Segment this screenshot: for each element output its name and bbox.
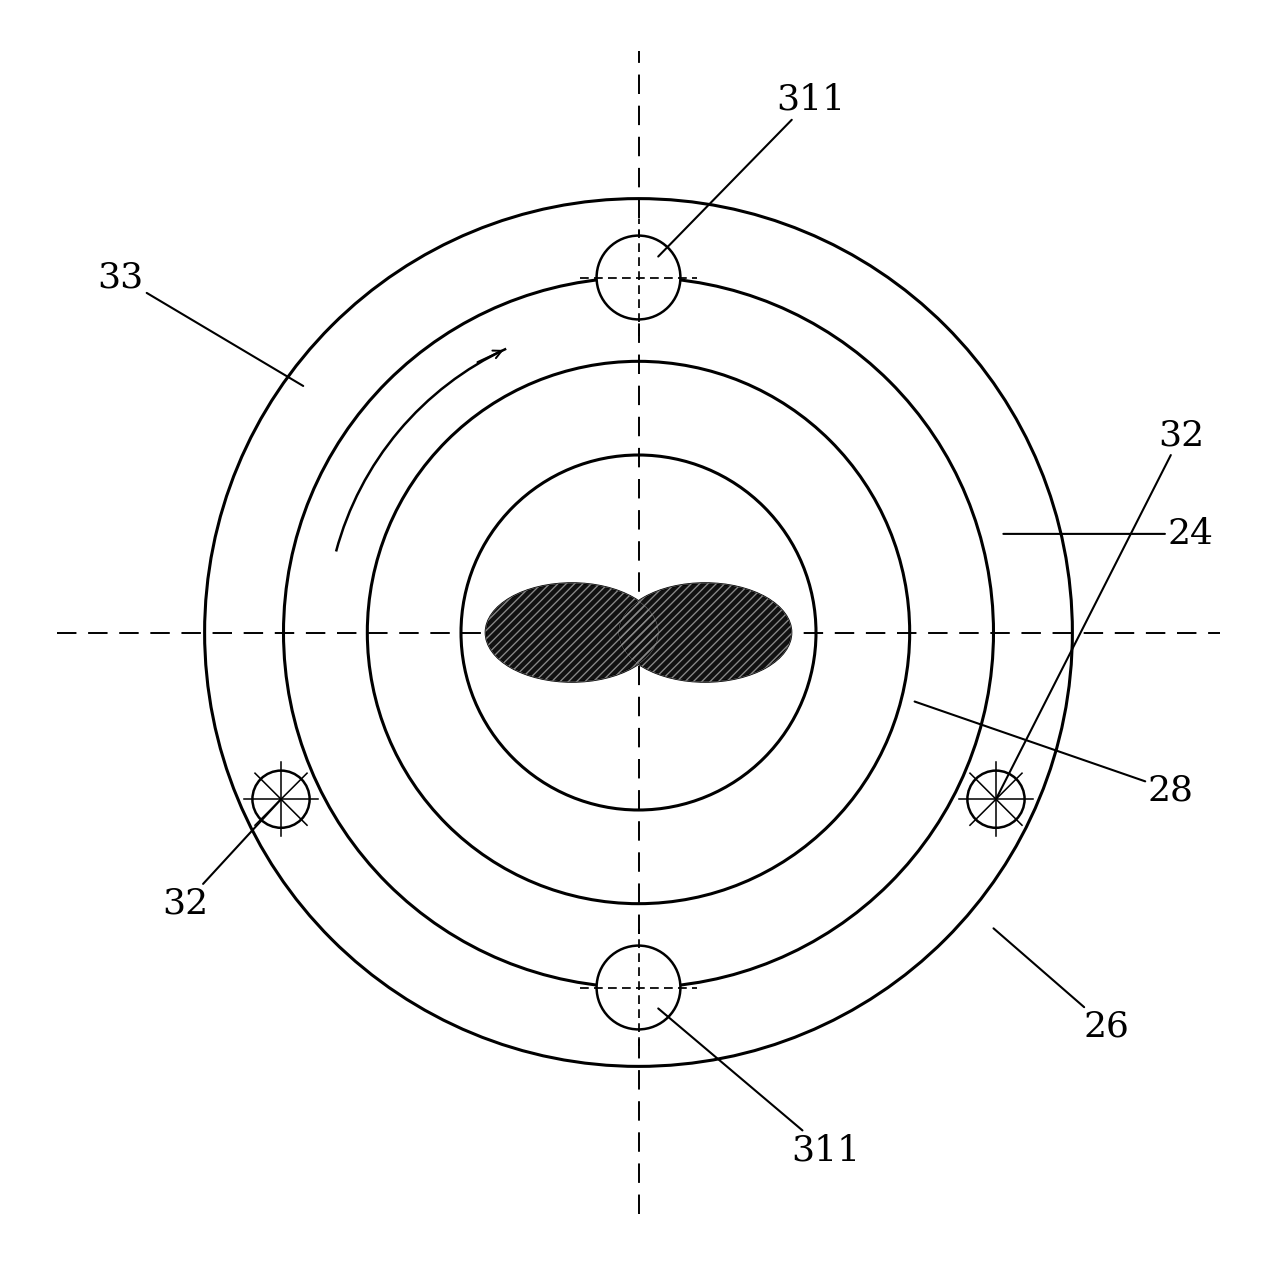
Circle shape (968, 770, 1024, 827)
Circle shape (596, 946, 681, 1030)
Circle shape (596, 235, 681, 319)
Text: 311: 311 (658, 83, 845, 257)
Text: 33: 33 (97, 261, 303, 386)
Text: 32: 32 (162, 799, 281, 921)
Ellipse shape (619, 583, 792, 682)
Text: 311: 311 (658, 1008, 861, 1168)
Text: 24: 24 (1004, 517, 1213, 550)
Text: 26: 26 (994, 929, 1130, 1044)
Circle shape (253, 770, 309, 827)
Ellipse shape (485, 583, 658, 682)
Text: 28: 28 (914, 702, 1194, 807)
Text: 32: 32 (996, 419, 1204, 799)
